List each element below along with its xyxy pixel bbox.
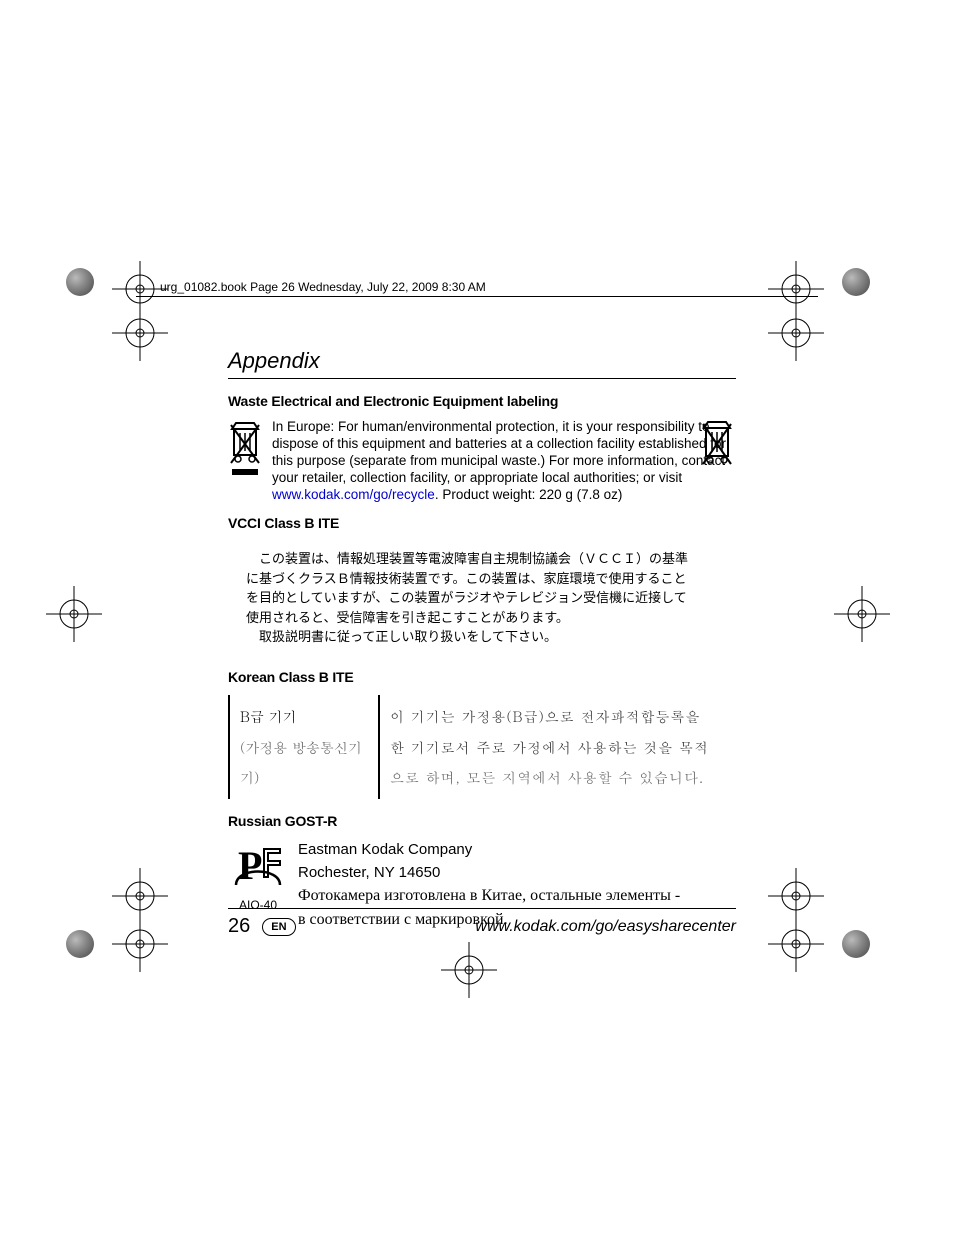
weee-block: In Europe: For human/environmental prote… [228, 419, 736, 503]
ko-right-line: 이 기기는 가정용(B급)으로 전자파적합등록을 [390, 701, 726, 732]
reg-blob-icon [842, 268, 870, 296]
reg-blob-icon [66, 930, 94, 958]
reg-mark-icon [441, 942, 497, 998]
page-content: Appendix Waste Electrical and Electronic… [228, 348, 736, 932]
gost-city: Rochester, NY 14650 [298, 862, 680, 885]
ko-left-line: (가정용 방송통신기기) [240, 732, 368, 794]
ko-right-line: 으로 하며, 모든 지역에서 사용할 수 있습니다. [390, 762, 726, 793]
footer-url: www.kodak.com/go/easysharecenter [475, 918, 736, 936]
language-pill: EN [262, 918, 295, 936]
reg-mark-icon [768, 305, 824, 361]
reg-mark-icon [768, 916, 824, 972]
weee-text-pre: In Europe: For human/environmental prote… [272, 419, 726, 485]
weee-text: In Europe: For human/environmental prote… [272, 419, 736, 503]
korean-notice-box: B급 기기 (가정용 방송통신기기) 이 기기는 가정용(B급)으로 전자파적합… [228, 695, 736, 799]
vcci-notice-box: この装置は、情報処理装置等電波障害自主規制協議会（ＶＣＣＩ）の基準 に基づくクラ… [228, 541, 736, 655]
page-footer: 26 EN www.kodak.com/go/easysharecenter [228, 908, 736, 938]
weee-text-post: . Product weight: 220 g (7.8 oz) [435, 487, 623, 502]
reg-mark-icon [112, 305, 168, 361]
vcci-line: この装置は、情報処理装置等電波障害自主規制協議会（ＶＣＣＩ）の基準 [246, 549, 718, 569]
gost-ru-line: Фотокамера изготовлена в Китае, остальны… [298, 884, 680, 908]
korean-heading: Korean Class B ITE [228, 669, 736, 685]
ko-left-line: B급 기기 [240, 701, 368, 732]
vcci-heading: VCCI Class B ITE [228, 515, 736, 531]
reg-mark-icon [112, 916, 168, 972]
header-meta-text: urg_01082.book Page 26 Wednesday, July 2… [160, 280, 486, 294]
vcci-line: を目的としていますが、この装置がラジオやテレビジョン受信機に近接して [246, 588, 718, 608]
gost-company: Eastman Kodak Company [298, 839, 680, 862]
gost-heading: Russian GOST-R [228, 813, 736, 829]
korean-right-cell: 이 기기는 가정용(B급)으로 전자파적합등록을 한 기기로서 주로 가정에서 … [378, 695, 736, 799]
section-title: Appendix [228, 348, 736, 374]
reg-blob-icon [842, 930, 870, 958]
header-rule [136, 296, 818, 297]
korean-left-cell: B급 기기 (가정용 방송통신기기) [228, 695, 378, 799]
vcci-line: 取扱説明書に従って正しい取り扱いをして下さい。 [246, 627, 718, 647]
page-number: 26 [228, 915, 250, 938]
weee-heading: Waste Electrical and Electronic Equipmen… [228, 393, 736, 409]
section-rule [228, 378, 736, 379]
reg-mark-icon [46, 586, 102, 642]
vcci-line: に基づくクラスＢ情報技術装置です。この装置は、家庭環境で使用すること [246, 569, 718, 589]
gost-r-icon: P AIO-40 [228, 839, 288, 911]
vcci-line: 使用されると、受信障害を引き起こすことがあります。 [246, 608, 718, 628]
svg-text:P: P [238, 843, 262, 888]
ko-right-line: 한 기기로서 주로 가정에서 사용하는 것을 목적 [390, 732, 726, 763]
weee-bin-icon [228, 419, 262, 479]
reg-mark-icon [834, 586, 890, 642]
reg-blob-icon [66, 268, 94, 296]
recycle-link[interactable]: www.kodak.com/go/recycle [272, 487, 435, 502]
